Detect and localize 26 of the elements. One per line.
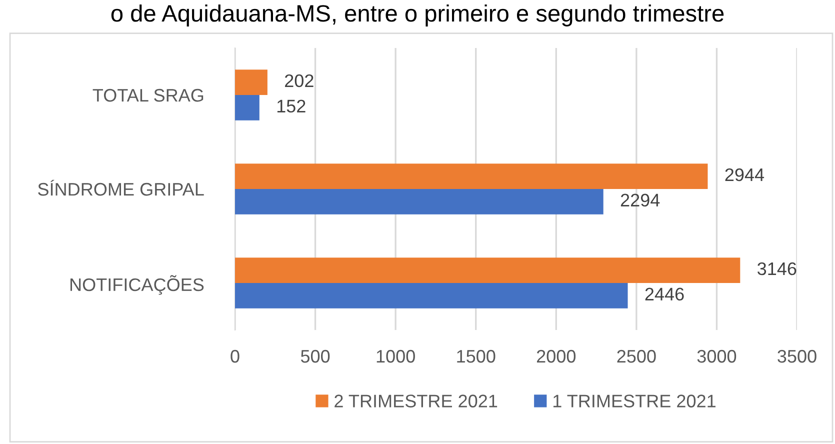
y-tick-label: SÍNDROME GRIPAL <box>38 180 204 196</box>
bar <box>235 258 740 283</box>
data-label: 2944 <box>725 168 764 182</box>
x-tick-label: 3500 <box>778 350 816 363</box>
data-label: 152 <box>277 100 306 113</box>
data-label: 2446 <box>645 288 684 301</box>
y-tick-label: NOTIFICAÇÕES <box>70 275 204 295</box>
bar <box>235 70 268 95</box>
bar <box>235 189 604 214</box>
x-tick-label: 2000 <box>536 350 576 363</box>
chart-title: o de Aquidauana-MS, entre o primeiro e segundo trimestre <box>111 4 724 26</box>
x-tick-label: 0 <box>230 350 240 363</box>
legend-label: 1 TRIMESTRE 2021 <box>553 394 716 408</box>
x-tick-label: 2500 <box>617 350 656 363</box>
x-tick-label: 3000 <box>697 350 736 363</box>
bar <box>235 95 260 120</box>
x-tick-label: 1500 <box>457 350 496 363</box>
data-label: 202 <box>285 74 314 88</box>
legend-label: 2 TRIMESTRE 2021 <box>334 394 498 408</box>
x-tick-label: 1000 <box>376 350 415 363</box>
data-label: 3146 <box>758 262 796 276</box>
bar <box>235 164 708 189</box>
x-tick-label: 500 <box>300 350 330 363</box>
y-tick-label: TOTAL SRAG <box>92 88 204 102</box>
bar <box>235 283 628 308</box>
data-label: 2294 <box>620 194 660 207</box>
